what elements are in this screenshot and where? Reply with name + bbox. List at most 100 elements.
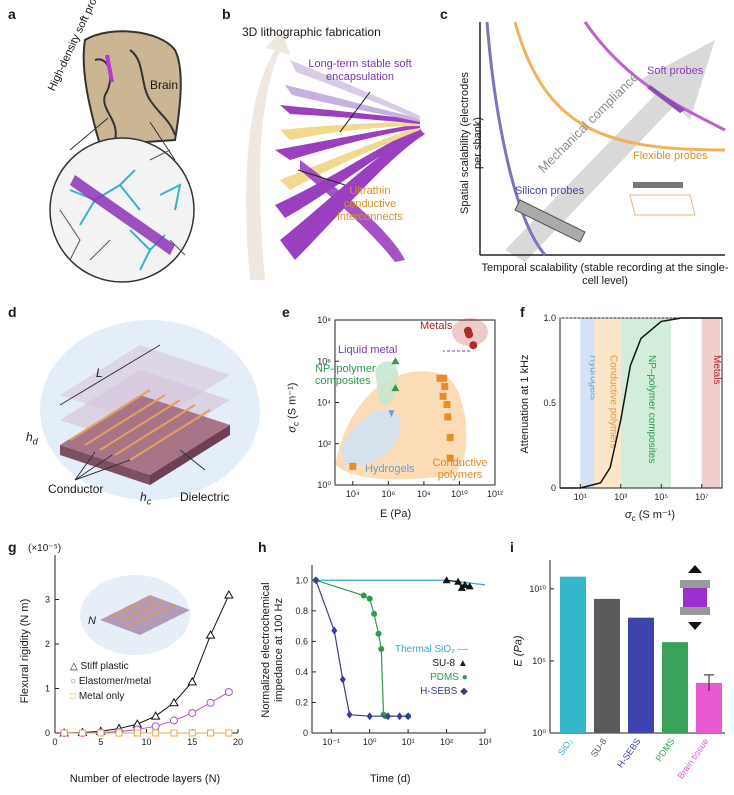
- soft-probes-label: Soft probes: [647, 65, 704, 77]
- soft-probe-icon: [647, 85, 685, 113]
- dielectric-layer: [60, 395, 230, 475]
- metal-only-point: [60, 729, 68, 737]
- i-ytick-label: 10⁰: [532, 728, 546, 738]
- f-band: [701, 318, 721, 488]
- h-ytick-label: 0.8: [295, 606, 308, 616]
- np-point: [391, 384, 400, 392]
- hsebs-point: [346, 710, 353, 719]
- conductor-illustration: [40, 320, 260, 500]
- hydrogels-region: [340, 410, 401, 466]
- cp-point: [443, 400, 451, 408]
- dielectric-label: Dielectric: [180, 490, 230, 504]
- soft-probe-line: [105, 54, 114, 83]
- g-xtick-label: 0: [52, 737, 57, 747]
- legend-pdms: PDMS ●: [430, 672, 468, 683]
- elastomer-point: [151, 722, 160, 731]
- scalability-plot: [479, 21, 726, 262]
- hc-label: hc: [140, 490, 152, 507]
- fabrication-arrow: [246, 30, 290, 280]
- e-ytick-label: 10⁰: [317, 480, 331, 490]
- g-legend: △ Stiff plastic ○ Elastomer/metal □ Meta…: [70, 659, 151, 704]
- legend-thermal: Thermal SiO₂ —: [395, 644, 468, 655]
- f-ytick-label: 0.5: [543, 398, 556, 408]
- h-legend: Thermal SiO₂ — SU-8 ▲ PDMS ● H-SEBS ◆: [395, 643, 468, 699]
- panel-label-e: e: [282, 304, 290, 320]
- h-ytick-label: 1.0: [295, 575, 308, 585]
- i-ytick-label: 10⁵: [532, 656, 546, 666]
- conductor-label: Conductor: [48, 482, 104, 496]
- metal-only-point: [133, 729, 141, 737]
- e-ytick-label: 10⁶: [317, 356, 331, 366]
- elastomer-point: [206, 698, 215, 707]
- f-xlabel: σc (S m⁻¹): [625, 509, 676, 524]
- panel-d: d L hd hc Dielectric Conductor: [0, 300, 260, 520]
- layer-stack: [275, 60, 425, 262]
- legend-elastomer-metal: ○ Elastomer/metal: [70, 676, 152, 687]
- i-ylabel: E (Pa): [512, 635, 525, 667]
- h-xtick-label: 10⁻¹: [322, 737, 340, 747]
- stiff-plastic-point: [205, 630, 216, 639]
- su8-point: [454, 577, 463, 585]
- pdms-point: [360, 592, 367, 599]
- g-xtick-label: 20: [233, 737, 243, 747]
- attenuation-curve: [560, 317, 722, 489]
- legend-stiff-plastic: △ Stiff plastic: [70, 661, 129, 672]
- e-ylabel: σc (S m⁻¹): [286, 382, 301, 433]
- hsebs-point: [366, 712, 373, 721]
- pdms-point: [366, 595, 373, 602]
- hydrogel-point: [388, 410, 395, 418]
- panel-h: h 0 0.2 0.4 0.6 0.8 1.0 10⁻¹ 10⁰ 10¹ 10² 10³ Norma…: [250, 535, 495, 790]
- g-ylabel: Flexural rigidity (N m): [19, 598, 31, 704]
- stiff-plastic-point: [187, 676, 198, 686]
- metal-only-point: [188, 729, 196, 737]
- cp-point: [446, 454, 454, 462]
- h-ytick-label: 0: [303, 728, 308, 738]
- h-ytick-label: 0.6: [295, 636, 308, 646]
- panel-f: f Hydrogels Conductive polymers NP–polymer…: [510, 300, 734, 525]
- stiff-plastic-point: [223, 590, 234, 599]
- cp-point: [441, 382, 449, 390]
- brain-label: Brain: [150, 78, 179, 92]
- panel-label-b: b: [222, 6, 231, 22]
- g-ytick-label: 1: [45, 684, 50, 694]
- hydrogels-label: Hydrogels: [365, 463, 415, 475]
- panel-e: e 10⁰ 10² 10⁴ 10⁶ 10⁸ 10⁴ 10⁶ 10⁸ 10¹⁰ 10¹² σc (S…: [260, 300, 510, 525]
- panel-b: b 3D lithographic fabrication Long-term …: [220, 0, 435, 290]
- hsebs-point: [312, 576, 319, 585]
- panel-label-g: g: [8, 539, 17, 555]
- cp-point: [349, 462, 357, 470]
- su8-point: [465, 582, 474, 590]
- bar-label: H-SEBS: [615, 736, 642, 769]
- hd-label: hd: [26, 430, 38, 447]
- metal-only-point: [207, 729, 215, 737]
- bar-label: Brain tissue: [675, 736, 710, 780]
- g-xtick-label: 10: [141, 737, 151, 747]
- panel-label-f: f: [520, 304, 525, 320]
- g-ytick-label: 0: [45, 728, 50, 738]
- f-xtick-label: 10³: [614, 492, 627, 502]
- bar-0: [560, 576, 586, 733]
- hsebs-point: [331, 626, 338, 635]
- panel-i: i 10⁰ 10⁵ 10¹⁰ SiO₂ SU-8 H-SEBS PDMS Brain tis…: [495, 535, 734, 790]
- bar-4: [696, 682, 722, 733]
- bar-3: [662, 642, 688, 733]
- h-xlabel: Time (d): [370, 773, 411, 785]
- metal-only-point: [97, 729, 105, 737]
- brain-illustration: [49, 30, 195, 283]
- chart-h: 0 0.2 0.4 0.6 0.8 1.0 10⁻¹ 10⁰ 10¹ 10² 10³: [295, 565, 492, 747]
- f-band-label: Conductive polymers: [608, 355, 619, 448]
- elastomer-point: [169, 716, 178, 725]
- interconnects-label: Ultrathin conductive interconnects: [337, 185, 403, 223]
- np-point: [391, 357, 400, 365]
- hsebs-point: [396, 712, 403, 721]
- g-xlabel: Number of electrode layers (N): [69, 773, 221, 785]
- g-N-label: N: [88, 615, 96, 627]
- chart-g: 0 1 2 3 0 5 10 15 20: [45, 555, 243, 747]
- np-region: [375, 361, 399, 405]
- panel-label-h: h: [258, 539, 267, 555]
- panel-label-c: c: [440, 6, 448, 22]
- metal-only-point: [115, 729, 123, 737]
- h-xtick-label: 10¹: [402, 737, 415, 747]
- silicon-probe-icon: [514, 199, 586, 243]
- g-xtick-label: 5: [98, 737, 103, 747]
